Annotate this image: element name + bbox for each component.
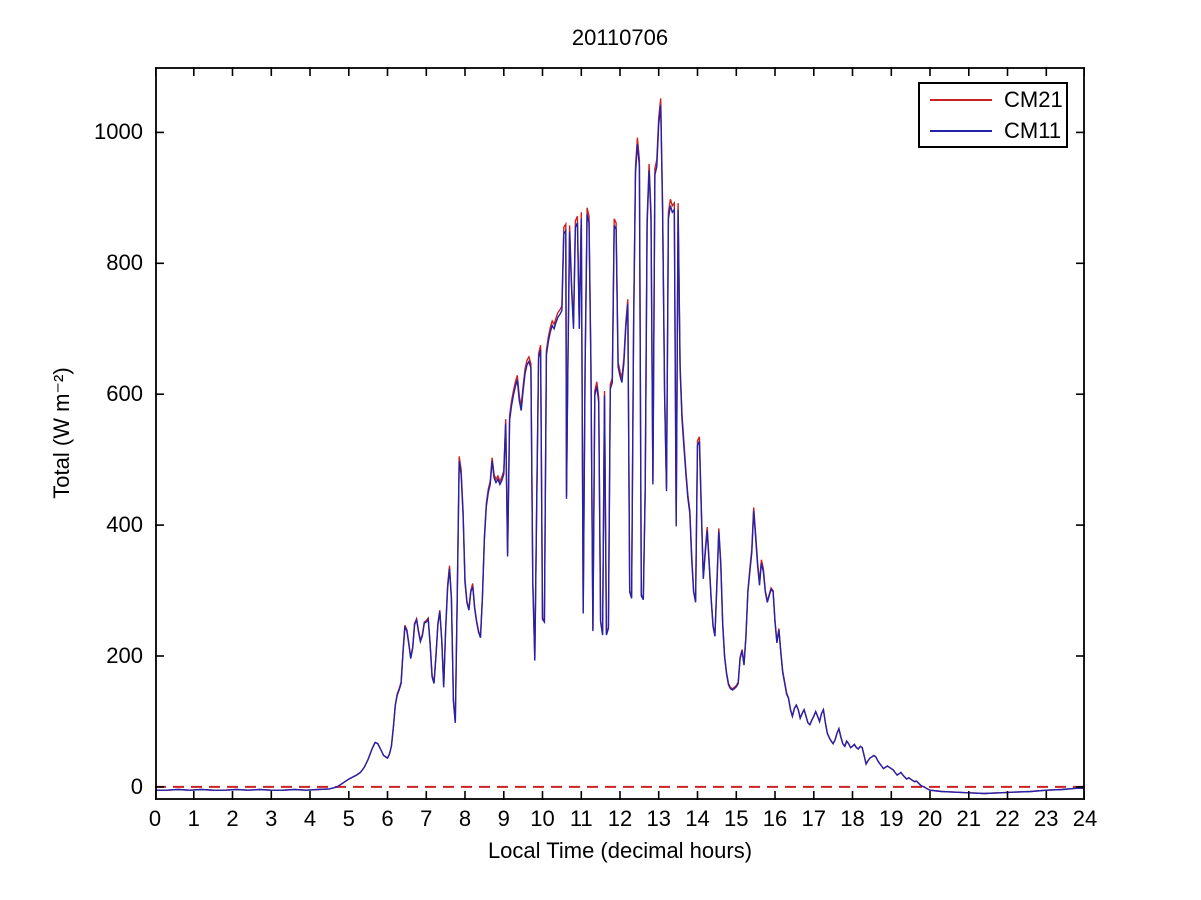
y-tick-label: 400 — [106, 512, 143, 538]
legend-line-sample — [930, 129, 992, 132]
x-tick-label: 12 — [607, 806, 633, 831]
x-tick-label: 8 — [458, 806, 472, 831]
legend-label: CM21 — [1004, 86, 1063, 112]
x-tick-label: 6 — [381, 806, 394, 831]
legend-label: CM11 — [1004, 117, 1062, 143]
x-axis-label: Local Time (decimal hours) — [487, 838, 753, 863]
x-tick-label: 16 — [762, 806, 788, 831]
series-cm21 — [155, 98, 1085, 795]
series-cm11 — [155, 104, 1085, 795]
x-tick-label: 20 — [917, 806, 943, 831]
x-tick-label: 14 — [685, 806, 710, 831]
x-tick-label: 15 — [724, 806, 749, 831]
chart-title: 20110706 — [571, 25, 669, 50]
x-tick-label: 0 — [148, 806, 162, 831]
y-tick-label: 800 — [106, 250, 143, 276]
legend-entry-cm11: CM11 — [920, 117, 1066, 143]
x-tick-label: 7 — [420, 806, 433, 831]
axes-frame — [155, 67, 1085, 800]
x-tick-label: 18 — [840, 806, 865, 831]
x-tick-label: 13 — [646, 806, 671, 831]
x-tick-label: 17 — [801, 806, 826, 831]
x-tick-label: 10 — [530, 806, 555, 831]
x-tick-label: 3 — [265, 806, 278, 831]
legend: CM21 CM11 — [918, 82, 1068, 148]
x-tick-label: 22 — [995, 806, 1020, 831]
x-tick-label: 5 — [342, 806, 355, 831]
legend-line-sample — [930, 98, 992, 101]
legend-entry-cm21: CM21 — [920, 86, 1066, 112]
y-tick-label: 200 — [106, 643, 143, 669]
x-tick-label: 4 — [303, 806, 317, 831]
y-tick-label: 600 — [106, 381, 143, 407]
x-tick-label: 19 — [879, 806, 904, 831]
x-tick-label: 1 — [187, 806, 200, 831]
x-tick-label: 24 — [1072, 806, 1098, 831]
y-tick-label: 1000 — [94, 119, 143, 145]
y-tick-label: 0 — [130, 773, 143, 799]
x-tick-label: 2 — [226, 806, 239, 831]
x-tick-label: 11 — [569, 806, 593, 831]
x-tick-label: 21 — [956, 806, 981, 831]
x-tick-label: 9 — [497, 806, 510, 831]
x-tick-label: 23 — [1034, 806, 1059, 831]
plot-area — [155, 67, 1085, 800]
